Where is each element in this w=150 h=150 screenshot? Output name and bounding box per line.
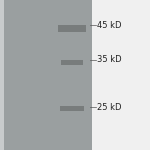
Bar bbox=[61, 60, 83, 64]
Bar bbox=[92, 0, 150, 150]
Text: 45 kD: 45 kD bbox=[97, 21, 122, 30]
Bar bbox=[0, 0, 4, 150]
Bar bbox=[4, 0, 92, 150]
Bar bbox=[60, 105, 84, 111]
Text: 25 kD: 25 kD bbox=[97, 102, 122, 111]
Text: 35 kD: 35 kD bbox=[97, 56, 122, 64]
Bar bbox=[58, 24, 86, 31]
